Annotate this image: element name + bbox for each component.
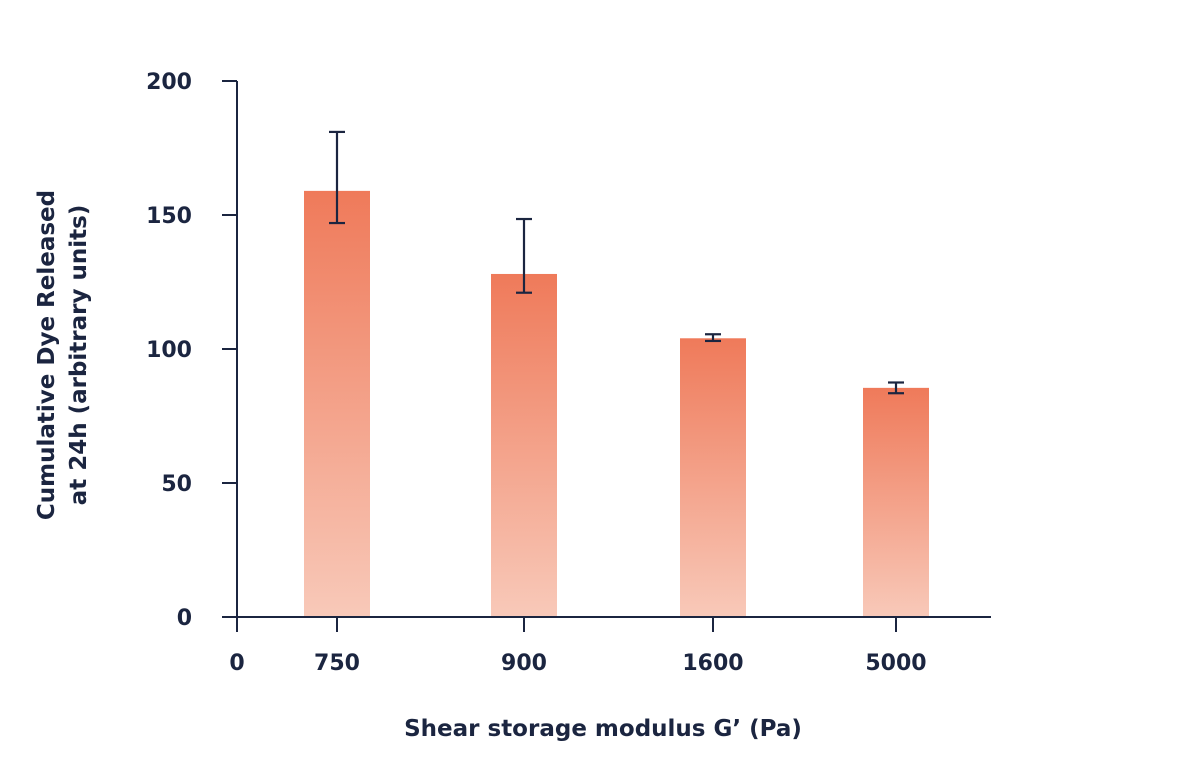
- y-tick-label: 200: [146, 70, 192, 95]
- y-tick-label: 0: [177, 606, 192, 631]
- bar-750: [304, 190, 370, 617]
- y-ticks-group: 0 50 100 150 200: [146, 70, 237, 631]
- y-axis-title-line1: Cumulative Dye Released: [34, 190, 60, 520]
- bar-1600: [680, 338, 746, 617]
- bar-5000: [863, 387, 929, 617]
- x-axis-title: Shear storage modulus G’ (Pa): [404, 716, 802, 742]
- y-tick-label: 150: [146, 204, 192, 229]
- error-bar-900: [516, 217, 532, 294]
- x-ticks-group: 0 750 900 1600 5000: [229, 617, 927, 676]
- x-tick-label: 750: [314, 651, 360, 676]
- axes-group: [222, 81, 991, 632]
- error-bar-750: [329, 130, 345, 225]
- y-tick-label: 50: [161, 472, 192, 497]
- bar-900: [491, 273, 557, 617]
- x-tick-label: 900: [501, 651, 547, 676]
- y-tick-label: 100: [146, 338, 192, 363]
- bars-group: [304, 190, 929, 617]
- y-axis-title: Cumulative Dye Released at 24h (arbitrar…: [34, 190, 92, 520]
- error-bars-group: [329, 130, 904, 395]
- x-tick-label: 5000: [865, 651, 926, 676]
- y-axis-title-line2: at 24h (arbitrary units): [66, 205, 92, 506]
- x-tick-label: 1600: [682, 651, 743, 676]
- error-bar-5000: [888, 381, 904, 395]
- x-tick-label: 0: [229, 651, 244, 676]
- error-bar-1600: [705, 333, 721, 343]
